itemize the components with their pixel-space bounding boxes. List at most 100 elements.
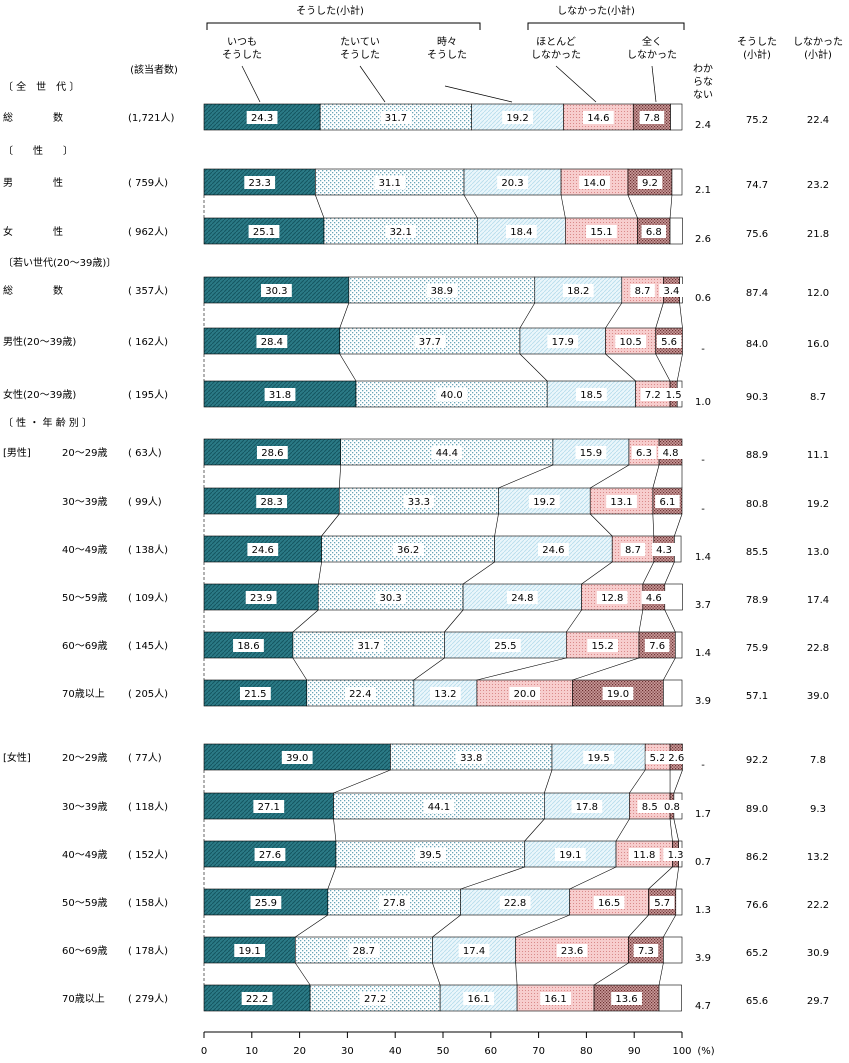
row-category: 70歳以上: [62, 993, 105, 1005]
value-label-2: 31.1: [379, 178, 401, 189]
connector-line: [669, 818, 673, 842]
summary-did-not: 29.7: [807, 996, 829, 1007]
connector-line: [560, 194, 566, 219]
connector-line: [413, 657, 445, 681]
row-respondents: ( 145人): [128, 640, 168, 652]
value-label-bg-2: [392, 543, 424, 556]
value-label-bg-1: [281, 751, 313, 764]
value-label-bg-2: [455, 751, 487, 764]
value-label-4: 13.1: [610, 497, 632, 508]
x-tick-label: 20: [293, 1046, 306, 1057]
value-label-bg-4: [582, 111, 614, 124]
connector-line: [494, 513, 499, 537]
connector-line: [463, 194, 478, 219]
summary-did-not: 9.3: [810, 804, 826, 815]
legend-unknown-line-1: わか: [693, 63, 713, 75]
connector-line: [339, 302, 350, 329]
row-category: 70歳以上: [62, 688, 105, 700]
connector-line: [572, 657, 640, 681]
value-label-5: 4.3: [656, 545, 672, 556]
row-respondents: ( 99人): [128, 496, 162, 508]
summary-did-not: 12.0: [807, 288, 829, 299]
row-respondents: ( 162人): [128, 336, 168, 348]
connector-line: [655, 353, 671, 382]
connector-line: [590, 464, 630, 489]
value-label-2: 33.8: [460, 753, 482, 764]
row-respondents: ( 195人): [128, 389, 168, 401]
connector-line: [674, 513, 683, 537]
row-category: 女 性: [3, 225, 63, 238]
summary-did: 75.2: [746, 115, 768, 126]
connector-line: [593, 962, 629, 986]
value-label-bg-4: [556, 944, 588, 957]
x-tick-label: 80: [580, 1046, 593, 1057]
bar-row: 60～69歳 ( 145人) 18.6 31.7 25.5 15.2 7.6 1.4 75.9 2…: [62, 631, 829, 659]
value-label-1: 28.6: [261, 448, 283, 459]
value-label-bg-3: [506, 591, 538, 604]
summary-did: 65.6: [746, 996, 768, 1007]
bar-segment-2: [323, 217, 478, 245]
row-respondents: ( 109人): [128, 592, 168, 604]
connector-line: [605, 353, 636, 382]
value-label-bg-3: [554, 848, 586, 861]
connector-line: [339, 353, 357, 382]
connector-line: [476, 657, 567, 681]
summary-did-not: 21.8: [807, 229, 829, 240]
value-label-5: 7.6: [649, 641, 665, 652]
value-label-4: 8.5: [642, 802, 658, 813]
value-label-4: 16.1: [544, 994, 566, 1005]
value-label-bg-2: [414, 848, 446, 861]
section-header-3: 〔若い世代(20～39歳)〕: [3, 256, 116, 269]
connector-line: [615, 818, 630, 842]
row-respondents: ( 962人): [128, 226, 168, 238]
bar-segment-6: [675, 888, 683, 916]
bracket-did: [206, 22, 481, 30]
connector-line: [669, 194, 673, 219]
value-label-bg-1: [234, 944, 266, 957]
summary-did-not: 13.0: [807, 547, 829, 558]
value-label-4: 23.6: [561, 946, 583, 957]
connector-line: [664, 561, 675, 585]
bar-segment-4: [569, 888, 649, 916]
bar-segment-6: [658, 984, 682, 1012]
row-respondents: (1,721人): [128, 112, 175, 124]
value-label-bg-4: [606, 495, 637, 508]
value-label-bg-5: [633, 944, 659, 957]
bar-row: 50～59歳 ( 109人) 23.9 30.3 24.8 12.8 4.6 3.7 78.9 1…: [62, 583, 829, 611]
value-label-bg-3: [429, 687, 461, 700]
value-label-5: 1.5: [666, 390, 682, 401]
summary-did-not: 17.4: [807, 595, 829, 606]
summary-did-not: 22.8: [807, 643, 829, 654]
summary-did: 74.7: [746, 180, 768, 191]
legend-leader-5: [651, 65, 657, 103]
row-category: 30～39歳: [62, 496, 107, 508]
value-label-bg-3: [575, 446, 607, 459]
summary-did: 65.2: [746, 948, 768, 959]
value-label-bg-1: [250, 896, 282, 909]
value-label-bg-1: [233, 639, 264, 652]
value-label-2: 27.8: [383, 898, 405, 909]
value-label-bg-1: [246, 111, 278, 124]
value-label-5: 6.1: [659, 497, 675, 508]
value-label-bg-3: [547, 335, 579, 348]
bar-segment-6: [669, 217, 683, 245]
value-label-bg-5: [644, 639, 670, 652]
value-label-1: 39.0: [286, 753, 308, 764]
value-label-2: 31.7: [385, 113, 407, 124]
summary-did-not: 7.8: [810, 755, 826, 766]
bar-row: 女 性 ( 962人) 25.1 32.1 18.4 15.1 6.8 2.6 75.6 21.8: [3, 217, 829, 245]
value-label-5: 2.6: [668, 753, 684, 764]
value-label-1: 23.9: [250, 593, 272, 604]
x-tick-label: 50: [437, 1046, 450, 1057]
summary-did-not: 11.1: [807, 450, 829, 461]
row-category: 総 数: [3, 111, 63, 124]
value-unknown: 1.4: [695, 552, 711, 563]
connector-line: [664, 609, 676, 633]
value-label-4: 11.8: [633, 850, 655, 861]
legend-leader-1: [241, 65, 261, 103]
legend-5-line-1: 全く: [642, 35, 662, 48]
value-label-2: 30.3: [380, 593, 402, 604]
value-unknown: 3.9: [695, 696, 711, 707]
value-label-3: 19.2: [533, 497, 555, 508]
value-label-2: 32.1: [390, 227, 412, 238]
